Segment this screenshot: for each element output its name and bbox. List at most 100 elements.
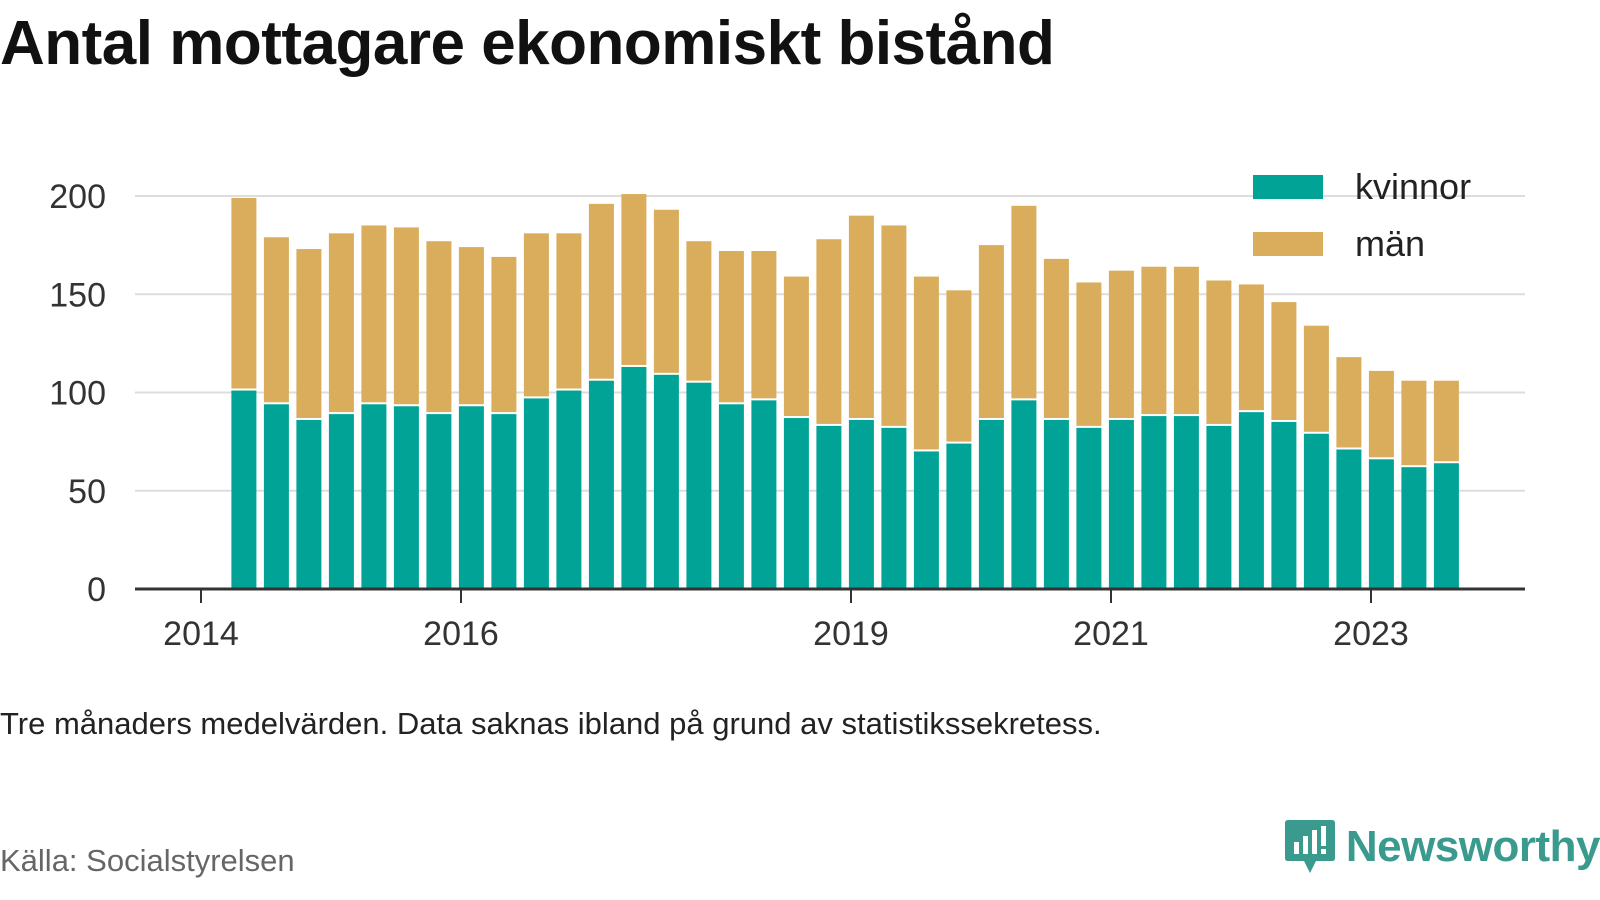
legend-swatch [1253,175,1323,199]
y-tick-label: 150 [49,276,106,314]
bar-man [751,251,777,399]
y-tick-label: 200 [49,178,106,216]
bar-man [426,241,452,413]
bar-kvinnor [913,451,939,589]
bar-man [1271,302,1297,420]
bar-man [361,225,387,403]
bar-man [621,194,647,365]
bar-man [1108,270,1134,419]
bar-man [978,245,1004,419]
bar-kvinnor [1141,416,1167,589]
bar-man [523,233,549,397]
legend-label: män [1355,223,1425,264]
bar-man [458,247,484,405]
bar-man [913,276,939,450]
legend-swatch [1253,232,1323,256]
bar-kvinnor [458,406,484,589]
bar-man [848,215,874,419]
bar-kvinnor [1368,459,1394,589]
bar-kvinnor [686,382,712,589]
brand-name: Newsworthy [1345,822,1600,871]
bar-kvinnor [1433,463,1459,589]
y-axis-ticks: 0 50 100 150 200 [49,178,106,609]
bar-kvinnor [1108,420,1134,589]
bar-kvinnor [1011,400,1037,589]
bar-man [1011,205,1037,399]
bar-man [653,209,679,373]
bar-kvinnor [328,414,354,589]
x-tick-label: 2021 [1073,615,1149,653]
bar-kvinnor [263,404,289,589]
x-tick-label: 2016 [423,615,499,653]
legend-label: kvinnor [1355,166,1471,207]
bar-kvinnor [231,390,257,589]
bar-man [686,241,712,381]
bar-man [328,233,354,413]
bar-kvinnor [523,398,549,589]
bar-man [1238,284,1264,411]
bar-man [491,256,517,413]
bar-man [263,237,289,403]
bar-man [1336,357,1362,448]
bar-kvinnor [783,418,809,589]
bar-man [556,233,582,389]
bar-kvinnor [1173,416,1199,589]
bar-man [783,276,809,417]
brand: Newsworthy [1284,818,1600,876]
bar-kvinnor [816,425,842,589]
bar-kvinnor [1401,467,1427,589]
bar-kvinnor [751,400,777,589]
bar-kvinnor [1238,412,1264,589]
bar-kvinnor [556,390,582,589]
legend: kvinnor män [1253,166,1471,264]
x-tick-label: 2023 [1333,615,1409,653]
bar-kvinnor [978,420,1004,589]
bar-kvinnor [653,374,679,589]
bar-kvinnor [393,406,419,589]
bar-kvinnor [1303,433,1329,589]
bar-kvinnor [491,414,517,589]
bar-man [1206,280,1232,424]
y-tick-label: 0 [87,571,106,609]
y-tick-label: 50 [68,473,106,511]
bar-kvinnor [881,427,907,589]
y-tick-label: 100 [49,375,106,413]
bar-kvinnor [1336,449,1362,589]
bar-kvinnor [1076,427,1102,589]
x-axis: 2014 2016 2019 2021 2023 [135,587,1525,653]
bar-man [1303,325,1329,432]
bar-kvinnor [426,414,452,589]
bar-man [1173,266,1199,415]
bar-man [296,249,322,419]
bar-kvinnor [621,366,647,589]
bar-man [1076,282,1102,426]
chart-title: Antal mottagare ekonomiskt bistånd [0,9,1055,78]
x-tick-label: 2019 [813,615,889,653]
bars [231,194,1459,589]
newsworthy-logo-icon [1284,820,1335,873]
bar-kvinnor [588,380,614,589]
bar-kvinnor [848,420,874,589]
bar-kvinnor [296,420,322,589]
stacked-bar-chart: 0 50 100 150 200 2014 2016 2019 2021 2023 kvinno… [49,166,1525,653]
bar-kvinnor [1271,421,1297,589]
bar-man [1433,380,1459,462]
bar-kvinnor [946,443,972,589]
bar-kvinnor [361,404,387,589]
chart-note: Tre månaders medelvärden. Data saknas ib… [0,706,1102,741]
source-label: Källa: Socialstyrelsen [0,843,295,878]
bar-man [718,251,744,403]
bar-man [588,203,614,379]
x-tick-label: 2014 [163,615,239,653]
bar-man [1368,370,1394,458]
bar-kvinnor [1206,425,1232,589]
bar-man [393,227,419,405]
bar-man [816,239,842,424]
bar-man [1401,380,1427,466]
bar-man [1141,266,1167,415]
bar-man [231,197,257,389]
bar-man [1043,258,1069,419]
bar-kvinnor [1043,420,1069,589]
bar-man [946,290,972,442]
bar-kvinnor [718,404,744,589]
